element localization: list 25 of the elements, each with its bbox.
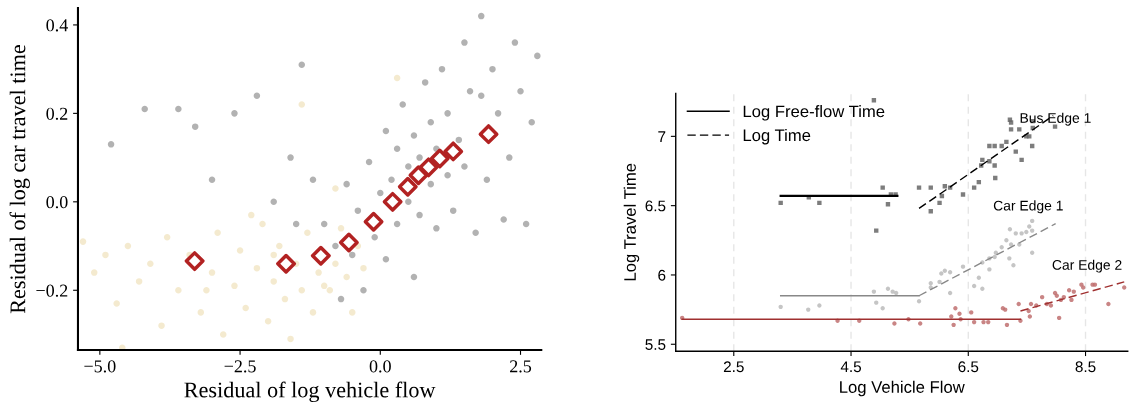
y-tick-label: 0.0 xyxy=(46,196,68,209)
y-axis-title: Residual of log car travel time xyxy=(9,44,30,314)
x-tick-label: 2.5 xyxy=(723,361,744,373)
legend-label: Log Time xyxy=(743,128,811,145)
x-tick-label: 8.5 xyxy=(1075,361,1096,373)
annotation: Bus Edge 1 xyxy=(1020,112,1091,126)
y-tick-label: 6 xyxy=(658,269,666,281)
x-tick-label: 6.5 xyxy=(958,361,979,373)
x-axis-title: Log Vehicle Flow xyxy=(840,380,965,397)
x-tick-label: 2.5 xyxy=(510,360,532,373)
y-tick-label: 0.4 xyxy=(46,19,68,32)
x-tick-label: 0.0 xyxy=(369,360,391,373)
legend-label: Log Free-flow Time xyxy=(743,105,885,121)
y-tick-label: 7 xyxy=(658,131,666,142)
y-tick-label: 6.5 xyxy=(645,200,666,212)
x-tick-label: −2.5 xyxy=(224,360,256,373)
y-tick-label: 0.2 xyxy=(46,107,68,120)
y-tick-label: 5.5 xyxy=(645,339,666,350)
x-tick-label: −5.0 xyxy=(84,360,116,373)
annotation: Car Edge 2 xyxy=(1052,259,1122,273)
x-tick-label: 4.5 xyxy=(840,361,862,373)
annotation: Car Edge 1 xyxy=(993,200,1063,214)
y-tick-label: −0.2 xyxy=(36,284,68,297)
x-axis-title: Residual of log vehicle flow xyxy=(184,381,436,403)
y-axis-title: Log Travel Time xyxy=(623,163,640,281)
